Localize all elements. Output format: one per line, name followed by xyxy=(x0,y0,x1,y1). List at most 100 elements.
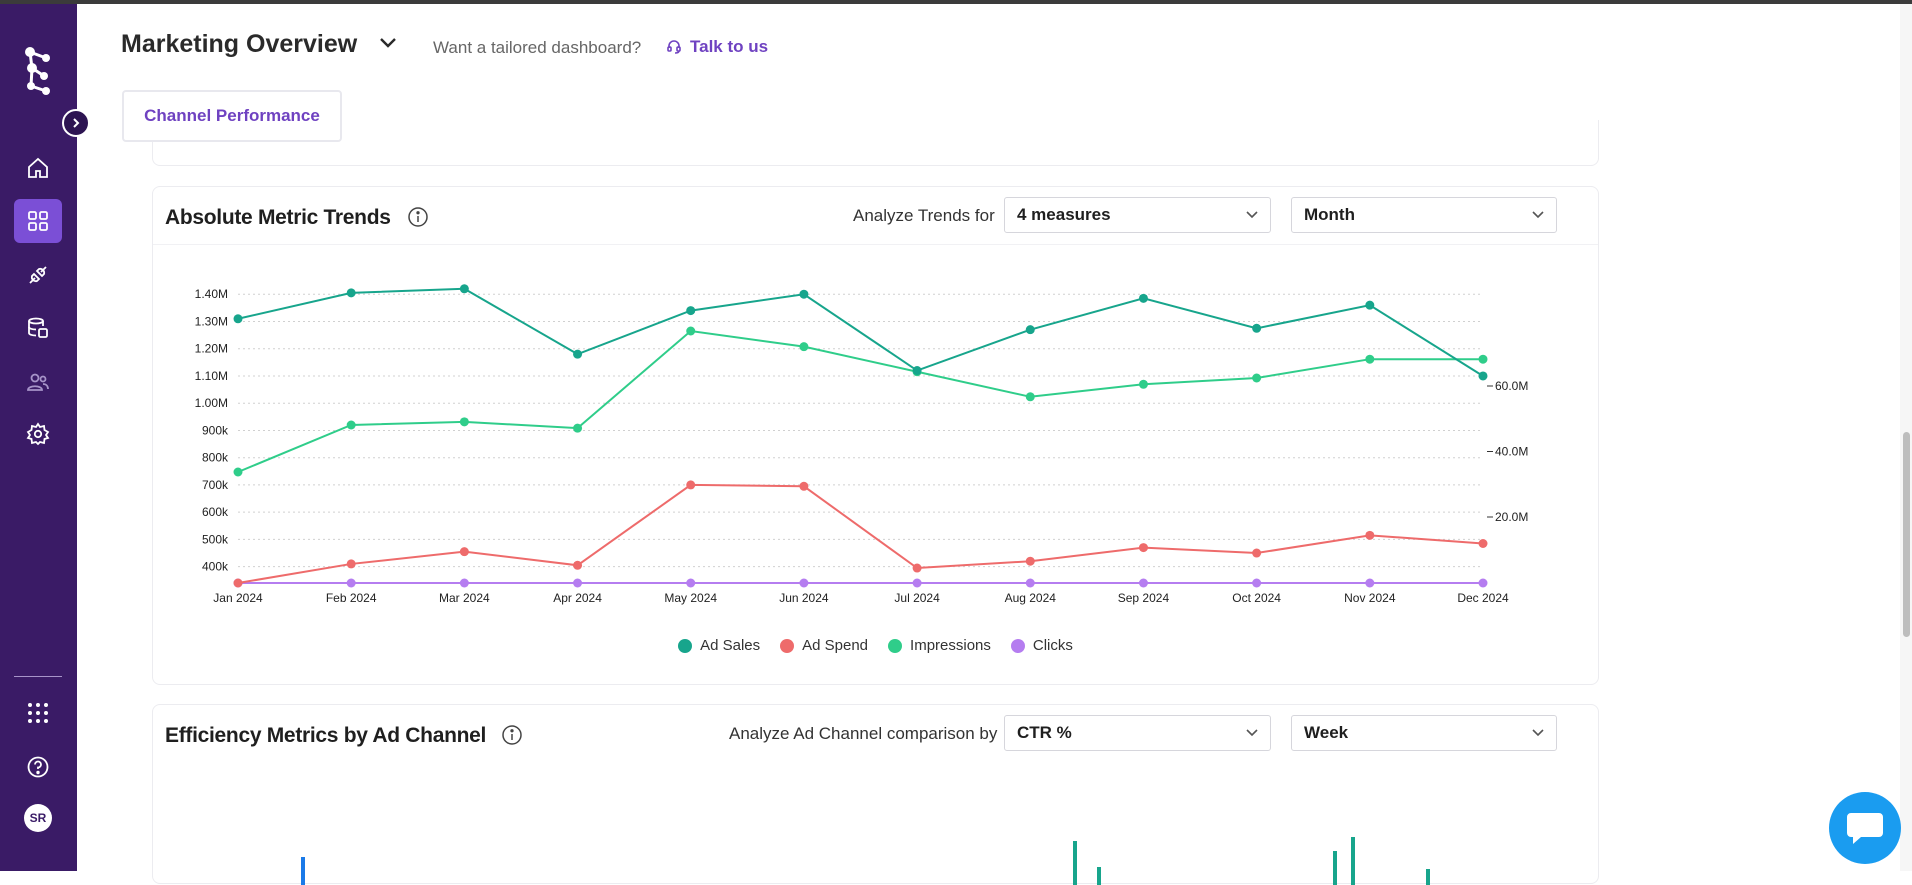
data-point-clicks xyxy=(1478,578,1488,588)
legend-ad-spend[interactable]: Ad Spend xyxy=(780,637,868,654)
sidebar-item-data[interactable] xyxy=(14,306,62,350)
tailored-dashboard-prompt: Want a tailored dashboard? xyxy=(433,38,642,57)
data-point-ad-sales xyxy=(459,284,469,294)
analyze-trends-label: Analyze Trends for xyxy=(853,206,995,225)
measures-select-value: 4 measures xyxy=(1017,205,1111,224)
card-divider xyxy=(153,244,1598,245)
sidebar-expand-button[interactable] xyxy=(62,109,90,137)
data-point-impressions xyxy=(346,420,356,430)
help-icon xyxy=(27,756,49,778)
integrations-icon xyxy=(29,266,47,284)
efficiency-period-select[interactable]: Week xyxy=(1291,715,1557,751)
talk-to-us-link[interactable]: Talk to us xyxy=(666,37,768,57)
data-point-ad-sales xyxy=(912,366,922,376)
data-point-clicks xyxy=(1025,578,1035,588)
data-point-clicks xyxy=(1138,578,1148,588)
legend-label: Ad Spend xyxy=(802,637,869,654)
data-point-impressions xyxy=(799,342,809,352)
app-logo-icon[interactable] xyxy=(22,46,54,96)
efficiency-chart-partial xyxy=(301,837,1430,885)
info-icon[interactable] xyxy=(501,724,523,746)
y-tick-label: 800k xyxy=(202,451,229,465)
data-point-ad-spend xyxy=(573,560,583,570)
legend-impressions[interactable]: Impressions xyxy=(888,637,991,654)
data-point-ad-spend xyxy=(1365,530,1375,540)
x-tick-label: Apr 2024 xyxy=(553,591,602,605)
chevron-right-icon xyxy=(73,118,80,128)
legend-dot xyxy=(678,638,693,653)
chat-support-button[interactable] xyxy=(1829,792,1901,864)
efficiency-metrics-card: Efficiency Metrics by Ad Channel Analyze… xyxy=(152,704,1599,885)
data-point-ad-spend xyxy=(1478,539,1488,548)
database-icon xyxy=(28,317,48,338)
data-point-impressions xyxy=(1025,392,1035,402)
avatar[interactable]: SR xyxy=(24,804,52,832)
dashboard-grid-icon xyxy=(28,211,48,231)
data-point-impressions xyxy=(459,417,469,427)
data-point-impressions xyxy=(1478,354,1488,364)
y-tick-label: 700k xyxy=(202,478,229,492)
data-point-ad-spend xyxy=(912,563,922,573)
chevron-down-icon[interactable] xyxy=(378,36,398,50)
users-icon xyxy=(27,373,49,391)
apps-grid-icon xyxy=(28,703,48,723)
trends-card-title: Absolute Metric Trends xyxy=(165,206,391,229)
data-point-ad-spend xyxy=(1138,543,1148,553)
analyze-channel-label: Analyze Ad Channel comparison by xyxy=(729,724,998,743)
data-point-clicks xyxy=(799,578,809,588)
x-tick-label: Dec 2024 xyxy=(1457,591,1509,605)
talk-to-us-label: Talk to us xyxy=(690,37,769,56)
sidebar-item-users[interactable] xyxy=(14,360,62,404)
data-point-ad-spend xyxy=(686,480,696,490)
y-tick-label: 1.10M xyxy=(195,369,228,383)
data-point-clicks xyxy=(346,578,356,588)
tab-channel-performance[interactable]: Channel Performance xyxy=(122,90,342,142)
chevron-down-icon xyxy=(1246,211,1258,219)
efficiency-metric-select[interactable]: CTR % xyxy=(1004,715,1271,751)
legend-label: Impressions xyxy=(910,637,991,654)
chart-bar xyxy=(1426,869,1430,885)
x-tick-label: Aug 2024 xyxy=(1005,591,1057,605)
sidebar-divider xyxy=(14,676,62,677)
series-line-ad-sales xyxy=(237,287,1484,377)
x-tick-label: Jun 2024 xyxy=(779,591,829,605)
measures-select[interactable]: 4 measures xyxy=(1004,197,1271,233)
y-tick-label: 600k xyxy=(202,505,229,519)
chart-bar xyxy=(1097,867,1101,885)
page-scrollbar-thumb[interactable] xyxy=(1903,432,1910,637)
data-point-clicks xyxy=(459,578,469,588)
sidebar-item-integrations[interactable] xyxy=(14,253,62,297)
y-tick-label: 900k xyxy=(202,423,229,437)
right-y-tick-label: 40.0M xyxy=(1495,445,1528,459)
y-tick-label: 400k xyxy=(202,560,229,574)
x-tick-label: Jan 2024 xyxy=(213,591,263,605)
data-point-ad-sales xyxy=(686,306,696,316)
data-point-ad-spend xyxy=(799,481,809,491)
data-point-impressions xyxy=(573,423,583,433)
data-point-clicks xyxy=(1365,578,1375,588)
legend-ad-sales[interactable]: Ad Sales xyxy=(678,637,760,654)
y-tick-label: 1.00M xyxy=(195,396,228,410)
right-y-tick-label: 20.0M xyxy=(1495,510,1528,524)
legend-clicks[interactable]: Clicks xyxy=(1010,637,1073,654)
absolute-metric-trends-chart: 400k 500k 600k 700k 800k 900k 1.00M 1.10M 1.20M 1… xyxy=(195,284,1528,605)
chevron-down-icon xyxy=(1532,729,1544,737)
efficiency-card-title: Efficiency Metrics by Ad Channel xyxy=(165,724,487,747)
series-line-impressions xyxy=(237,329,1483,473)
sidebar-item-home[interactable] xyxy=(14,146,62,190)
legend-label: Clicks xyxy=(1032,637,1073,654)
top-strip xyxy=(0,0,1912,4)
chevron-down-icon xyxy=(1532,211,1544,219)
y-tick-label: 1.30M xyxy=(195,314,228,328)
sidebar-item-apps[interactable] xyxy=(14,691,62,735)
data-point-ad-sales xyxy=(1138,293,1148,303)
sidebar-item-dashboards[interactable] xyxy=(14,199,62,243)
sidebar-item-help[interactable] xyxy=(14,745,62,789)
x-tick-label: Oct 2024 xyxy=(1232,591,1281,605)
x-tick-label: Mar 2024 xyxy=(439,591,490,605)
chart-bar xyxy=(301,857,305,885)
period-select[interactable]: Month xyxy=(1291,197,1557,233)
sidebar-item-settings[interactable] xyxy=(14,412,62,456)
page-title: Marketing Overview xyxy=(121,30,358,58)
info-icon[interactable] xyxy=(407,206,429,228)
